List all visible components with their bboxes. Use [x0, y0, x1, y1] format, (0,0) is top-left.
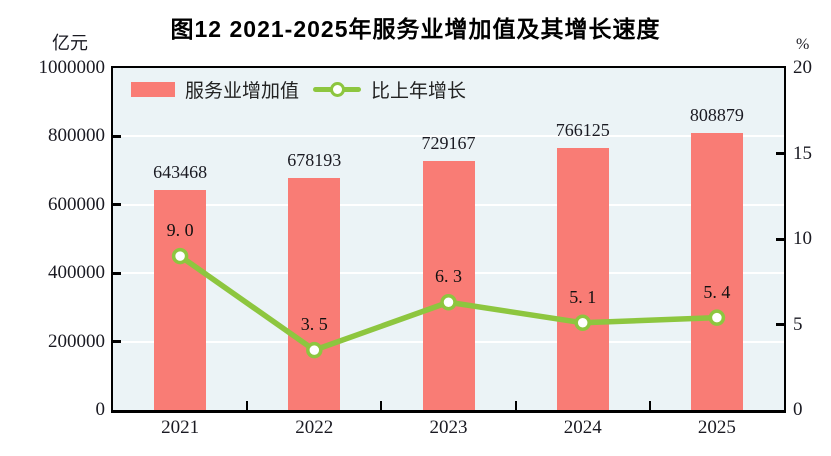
- right-axis-tick-label: 15: [793, 142, 812, 164]
- line-marker-2021: [171, 247, 189, 265]
- growth-value-label: 5. 1: [569, 286, 597, 307]
- legend-item-line-series: 比上年增长: [313, 76, 466, 103]
- line-marker-2024: [574, 314, 591, 332]
- x-axis-label-2022: 2022: [295, 417, 334, 438]
- right-axis-tick: [776, 152, 784, 155]
- line-marker-2023: [440, 294, 457, 311]
- bar-swatch-icon: [131, 82, 175, 97]
- right-axis-tick-label: 10: [793, 228, 812, 249]
- left-axis-tick: [113, 271, 121, 275]
- growth-line-chart: [171, 247, 726, 359]
- left-axis-tick: [113, 134, 121, 138]
- legend-line-label: 比上年增长: [371, 81, 467, 102]
- legend-bar-label: 服务业增加值: [185, 81, 300, 102]
- bar-2023: [422, 160, 475, 410]
- x-axis-label-2024: 2024: [563, 417, 602, 438]
- gridline: [113, 135, 784, 138]
- right-axis-tick: [776, 323, 784, 326]
- chart-title: 图12 2021-2025年服务业增加值及其增长速度: [170, 16, 661, 42]
- bar-2022: [288, 178, 341, 410]
- left-axis-tick-label: 200000: [48, 330, 105, 352]
- left-axis-unit: 亿元: [52, 33, 88, 53]
- x-axis-tick: [648, 401, 651, 410]
- x-axis-label-2025: 2025: [697, 417, 736, 438]
- right-axis-unit: %: [796, 36, 810, 53]
- right-axis-tick: [776, 237, 784, 241]
- line-marker-2025: [708, 309, 726, 326]
- growth-value-label: 6. 3: [435, 266, 462, 287]
- x-axis-label-2023: 2023: [429, 417, 468, 438]
- bar-2024: [556, 148, 609, 410]
- right-axis-tick-label: 5: [793, 313, 803, 335]
- bar-value-label: 678193: [287, 150, 342, 171]
- left-axis-tick-label: 0: [95, 399, 106, 420]
- right-axis-tick-label: 20: [793, 57, 812, 78]
- line-marker-icon: [313, 82, 362, 97]
- bar-value-label: 766125: [555, 120, 610, 140]
- legend-item-bar-series: 服务业增加值: [131, 76, 299, 103]
- bar-value-label: 808879: [689, 105, 744, 126]
- x-axis-tick: [380, 401, 383, 410]
- line-marker-2022: [306, 341, 323, 359]
- bar-2021: [154, 189, 207, 410]
- x-axis-tick: [514, 401, 517, 410]
- growth-value-label: 3. 5: [300, 314, 328, 335]
- growth-value-label: 9. 0: [166, 220, 194, 241]
- left-axis-tick-label: 1000000: [38, 57, 106, 78]
- plot-area: 643468 678193 729167 766125 808879 9. 0 3. 5 6.…: [111, 66, 786, 413]
- left-axis-tick-label: 400000: [48, 262, 105, 284]
- left-axis-tick-label: 800000: [48, 125, 105, 147]
- x-axis-tick: [246, 401, 249, 410]
- left-axis-tick: [113, 203, 121, 207]
- legend: 服务业增加值 比上年增长: [131, 76, 466, 103]
- left-axis-tick-label: 600000: [48, 193, 105, 215]
- x-axis-label-2021: 2021: [161, 417, 200, 438]
- left-axis-tick: [113, 340, 121, 344]
- bar-2025: [690, 133, 743, 410]
- bar-value-label: 729167: [421, 132, 476, 153]
- bar-value-label: 643468: [153, 161, 208, 182]
- right-axis-tick-label: 0: [793, 399, 803, 420]
- growth-value-label: 5. 4: [703, 281, 731, 302]
